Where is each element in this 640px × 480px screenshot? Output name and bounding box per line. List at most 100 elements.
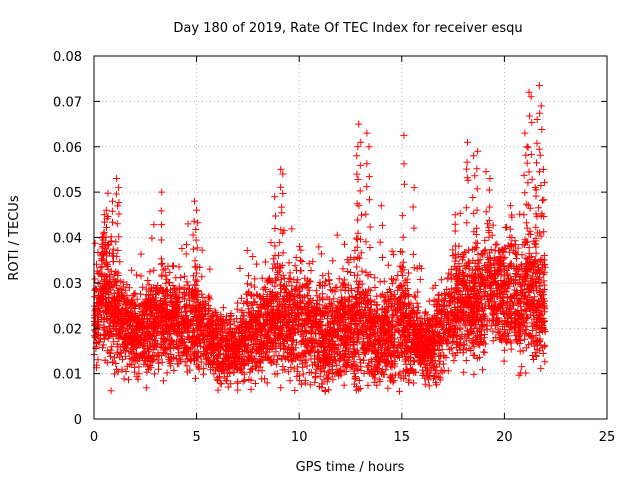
data-point (530, 356, 538, 363)
data-point (331, 284, 339, 292)
data-point (261, 375, 269, 383)
data-point (97, 264, 105, 272)
data-point (437, 276, 445, 284)
data-point (170, 367, 178, 374)
data-point (163, 369, 171, 377)
data-point (371, 307, 379, 315)
data-point (421, 380, 429, 388)
data-point (258, 274, 266, 282)
data-point (482, 208, 490, 216)
data-point (470, 370, 478, 378)
data-point (134, 375, 142, 383)
data-point (183, 241, 190, 249)
data-point (210, 370, 218, 378)
data-point (456, 209, 464, 217)
data-point (297, 267, 305, 275)
data-point (107, 352, 114, 360)
data-point (341, 240, 348, 248)
data-point (500, 357, 508, 365)
data-point (191, 257, 199, 265)
data-point (503, 267, 511, 274)
data-point (216, 379, 224, 387)
data-point (444, 367, 452, 375)
data-point (493, 240, 501, 248)
data-point (384, 261, 392, 269)
data-point (292, 254, 300, 262)
data-point (447, 344, 455, 352)
data-point (139, 283, 146, 291)
data-point (313, 292, 321, 300)
data-point (414, 303, 422, 311)
data-point (122, 368, 130, 375)
data-point (512, 332, 520, 340)
data-point (181, 272, 188, 280)
data-point (148, 234, 156, 242)
data-point (211, 307, 219, 315)
data-point (182, 250, 190, 258)
data-point (462, 357, 470, 364)
data-point (536, 298, 544, 306)
data-point (237, 294, 245, 302)
data-point (479, 366, 486, 374)
data-point (450, 357, 458, 365)
data-point (94, 356, 102, 364)
data-point (413, 313, 420, 321)
data-point (314, 347, 322, 355)
data-point (245, 272, 252, 280)
data-point (217, 380, 225, 388)
data-point (517, 262, 525, 270)
data-point (514, 244, 522, 252)
data-point (150, 221, 158, 229)
data-point (303, 362, 311, 370)
data-point (104, 189, 112, 197)
data-point (118, 366, 126, 374)
data-point (481, 236, 489, 244)
data-point (178, 245, 186, 252)
data-point (410, 379, 418, 387)
data-point (268, 308, 276, 316)
data-point (465, 344, 473, 352)
data-point (298, 258, 306, 266)
data-point (487, 246, 495, 254)
data-point (108, 249, 116, 257)
data-point (142, 384, 150, 392)
data-point (488, 315, 496, 323)
data-point (393, 312, 401, 320)
data-point (397, 248, 405, 255)
data-point (526, 294, 534, 301)
data-point (206, 265, 214, 273)
data-point (133, 271, 141, 279)
data-point (511, 270, 519, 277)
data-point (371, 274, 379, 282)
data-point (133, 295, 141, 303)
data-point (251, 380, 259, 387)
data-point (146, 268, 154, 276)
data-point (351, 325, 359, 333)
data-point (307, 355, 315, 363)
data-point (390, 377, 398, 385)
data-point (191, 348, 199, 356)
data-point (219, 304, 227, 312)
data-point (302, 356, 310, 364)
data-point (104, 265, 112, 273)
data-point (416, 276, 424, 283)
data-point (337, 286, 345, 294)
data-point (244, 280, 251, 288)
data-point (354, 271, 362, 279)
data-point (243, 247, 251, 254)
data-point (130, 290, 138, 298)
data-point (137, 272, 145, 280)
data-point (388, 247, 396, 255)
data-point (329, 376, 337, 384)
data-point (297, 380, 305, 388)
data-point (251, 283, 259, 291)
data-point (142, 291, 150, 299)
data-point (320, 376, 328, 384)
data-point (333, 231, 341, 239)
data-point (452, 266, 460, 274)
data-point (505, 305, 513, 313)
data-point (433, 381, 441, 389)
data-point (98, 255, 106, 263)
data-point (388, 280, 396, 288)
data-point (507, 345, 515, 353)
